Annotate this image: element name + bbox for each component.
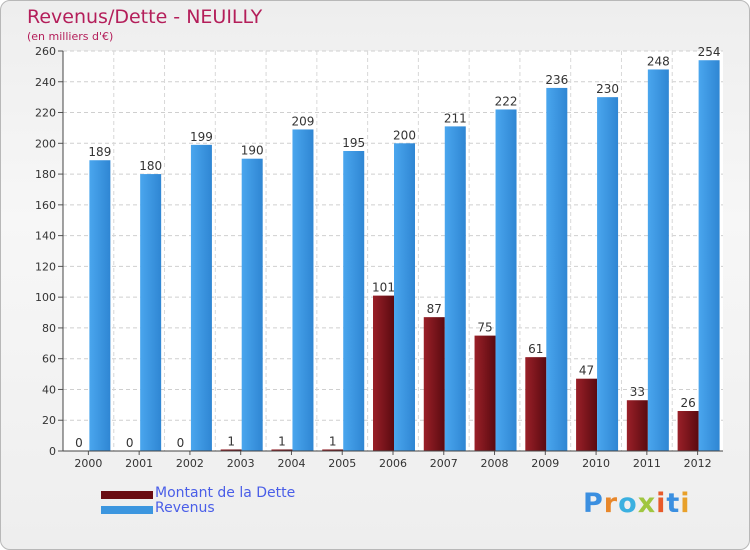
data-label-dette-2007: 87	[427, 302, 442, 316]
y-tick-label: 140	[35, 230, 56, 243]
data-label-dette-2009: 61	[528, 342, 543, 356]
data-label-dette-2011: 33	[630, 385, 645, 399]
logo-letter: i	[656, 488, 667, 519]
bar-dette-2005	[322, 449, 344, 451]
bar-revenus-2008	[495, 109, 517, 451]
bar-dette-2008	[474, 335, 496, 451]
bars	[68, 60, 720, 452]
y-tick-label: 220	[35, 107, 56, 120]
x-tick-label-2000: 2000	[74, 457, 102, 470]
y-tick-label: 180	[35, 168, 56, 181]
data-label-revenus-2010: 230	[596, 82, 619, 96]
x-tick-label-2007: 2007	[430, 457, 458, 470]
data-label-dette-2006: 101	[372, 281, 395, 295]
bar-revenus-2000	[89, 160, 111, 451]
bar-revenus-2003	[241, 158, 263, 451]
x-tick-label-2003: 2003	[227, 457, 255, 470]
legend-swatch-dette	[101, 491, 153, 499]
y-tick-label: 260	[35, 45, 56, 58]
x-tick-label-2005: 2005	[328, 457, 356, 470]
logo-letter: t	[666, 488, 681, 519]
x-tick-label-2012: 2012	[684, 457, 712, 470]
x-tick-label-2011: 2011	[633, 457, 661, 470]
data-label-revenus-2009: 236	[545, 73, 568, 87]
y-tick-label: 240	[35, 76, 56, 89]
bar-revenus-2006	[394, 143, 415, 452]
bar-dette-2006	[373, 295, 394, 451]
data-label-dette-2004: 1	[278, 434, 286, 448]
x-tick-label-2008: 2008	[481, 457, 509, 470]
data-labels: 0 189 0 180 0 199 1 190 1 209 1 195 101 200 87 211 75 222…	[75, 45, 721, 450]
bar-revenus-2011	[647, 69, 669, 451]
data-label-revenus-2011: 248	[647, 54, 670, 68]
data-label-revenus-2003: 190	[241, 144, 264, 158]
y-tick-label: 100	[35, 291, 56, 304]
bar-revenus-2009	[546, 87, 568, 451]
x-tick-label-2009: 2009	[531, 457, 559, 470]
legend-swatch-revenus	[101, 506, 153, 514]
data-label-revenus-2006: 200	[393, 128, 416, 142]
y-tick-label: 160	[35, 199, 56, 212]
y-tick-label: 120	[35, 260, 56, 273]
data-label-revenus-2012: 254	[698, 45, 721, 59]
bar-revenus-2004	[292, 129, 314, 451]
bar-revenus-2001	[140, 174, 162, 452]
y-tick-label: 20	[42, 414, 56, 427]
data-label-dette-2000: 0	[75, 436, 83, 450]
data-label-dette-2010: 47	[579, 364, 594, 378]
logo-letter: P	[583, 488, 604, 519]
legend-label-dette: Montant de la Dette	[155, 485, 296, 501]
proxiti-logo: Proxiti	[583, 488, 691, 519]
bar-dette-2011	[626, 400, 648, 451]
data-label-dette-2012: 26	[680, 396, 695, 410]
data-label-revenus-2008: 222	[495, 94, 518, 108]
bar-dette-2003	[220, 449, 242, 451]
bar-revenus-2007	[444, 126, 466, 451]
x-tick-label-2004: 2004	[277, 457, 305, 470]
y-tick-label: 60	[42, 353, 56, 366]
chart-subtitle: (en milliers d'€)	[27, 30, 114, 43]
logo-letter: x	[637, 488, 657, 519]
chart-title: Revenus/Dette - NEUILLY	[27, 6, 263, 28]
logo-letter: o	[618, 488, 638, 519]
data-label-dette-2002: 0	[177, 436, 185, 450]
y-tick-label: 40	[42, 383, 56, 396]
legend-label-revenus: Revenus	[155, 500, 215, 516]
data-label-revenus-2004: 209	[292, 114, 315, 128]
bar-revenus-2012	[698, 60, 720, 451]
y-tick-label: 80	[42, 322, 56, 335]
bar-dette-2012	[677, 411, 699, 451]
data-label-dette-2005: 1	[329, 434, 337, 448]
logo-letter: i	[680, 488, 691, 519]
bar-dette-2009	[525, 357, 547, 451]
data-label-revenus-2002: 199	[190, 130, 213, 144]
data-label-dette-2003: 1	[227, 434, 235, 448]
data-label-revenus-2005: 195	[342, 136, 365, 150]
y-tick-label: 200	[35, 137, 56, 150]
bar-dette-2007	[423, 317, 445, 451]
bar-dette-2004	[271, 449, 293, 451]
data-label-revenus-2000: 189	[88, 145, 111, 159]
data-label-revenus-2001: 180	[139, 159, 162, 173]
x-tick-label-2006: 2006	[379, 457, 407, 470]
bar-dette-2010	[576, 378, 598, 451]
x-tick-label-2002: 2002	[176, 457, 204, 470]
data-label-dette-2008: 75	[477, 321, 492, 335]
bar-revenus-2002	[190, 144, 212, 451]
logo-letter: r	[603, 488, 619, 519]
data-label-revenus-2007: 211	[444, 111, 467, 125]
x-tick-label-2001: 2001	[125, 457, 153, 470]
bar-revenus-2010	[597, 97, 619, 452]
axes: 0204060801001201401601802002202402602000…	[35, 45, 723, 470]
x-tick-label-2010: 2010	[582, 457, 610, 470]
y-tick-label: 0	[49, 445, 56, 458]
bar-revenus-2005	[343, 151, 365, 451]
data-label-dette-2001: 0	[126, 436, 134, 450]
